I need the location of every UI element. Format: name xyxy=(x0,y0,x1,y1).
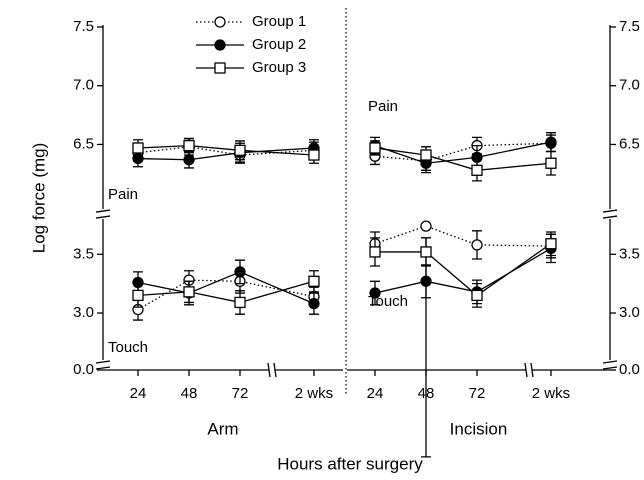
marker xyxy=(183,286,195,298)
y-tick-label: 3.5 xyxy=(73,245,94,262)
annotation: Touch xyxy=(108,339,148,356)
marker xyxy=(183,139,195,152)
x-tick-label: 2 wks xyxy=(532,385,570,402)
panel-title: Incision xyxy=(450,419,508,438)
x-tick-label: 2 wks xyxy=(295,385,333,402)
axis-break xyxy=(273,362,277,378)
axis-break xyxy=(602,215,618,219)
series-line xyxy=(137,280,315,304)
marker xyxy=(369,246,381,258)
marker xyxy=(183,154,195,166)
y-tick-label: 3.5 xyxy=(619,245,640,262)
marker xyxy=(234,266,246,278)
marker xyxy=(420,275,432,287)
series-line xyxy=(137,144,314,156)
marker xyxy=(132,142,144,154)
series-line xyxy=(374,142,551,162)
y-tick-label: 6.5 xyxy=(73,135,94,152)
x-tick-label: 72 xyxy=(232,385,249,402)
series-line xyxy=(137,279,315,311)
marker xyxy=(308,297,320,310)
series-line xyxy=(137,271,315,305)
marker xyxy=(308,275,320,287)
marker xyxy=(234,296,246,309)
axis-break xyxy=(267,362,271,378)
marker xyxy=(420,220,432,232)
marker xyxy=(234,144,246,156)
marker xyxy=(420,246,432,258)
legend-marker xyxy=(214,39,226,51)
axis-break xyxy=(602,209,618,213)
series-line xyxy=(137,147,314,161)
marker xyxy=(420,149,432,161)
annotation: Pain xyxy=(368,98,398,115)
x-tick-label: 48 xyxy=(181,385,198,402)
y-tick-label: 0.0 xyxy=(619,361,640,378)
axis-break xyxy=(95,215,111,219)
legend-label: Group 2 xyxy=(252,36,306,53)
marker xyxy=(308,149,320,161)
legend-label: Group 1 xyxy=(252,13,306,30)
marker xyxy=(545,157,557,169)
series-line xyxy=(374,147,552,171)
series-line xyxy=(375,243,552,297)
marker xyxy=(471,239,483,251)
y-tick-label: 6.5 xyxy=(619,135,640,152)
series-line xyxy=(374,225,551,247)
y-tick-label: 7.5 xyxy=(619,18,640,35)
panel-title: Arm xyxy=(207,419,238,438)
axis-break xyxy=(530,362,534,378)
series-line xyxy=(374,141,552,164)
x-tick-label: 24 xyxy=(130,385,147,402)
axis-break xyxy=(602,366,618,370)
y-axis-label: Log force (mg) xyxy=(29,143,48,254)
axis-break xyxy=(602,360,618,364)
x-tick-label: 24 xyxy=(367,385,384,402)
axis-break xyxy=(524,362,528,378)
marker xyxy=(545,136,557,148)
axis-break xyxy=(95,366,111,370)
axis-break xyxy=(95,209,111,213)
y-tick-label: 0.0 xyxy=(73,361,94,378)
marker xyxy=(132,289,144,302)
y-tick-label: 3.0 xyxy=(619,304,640,321)
axis-break xyxy=(95,360,111,364)
y-tick-label: 7.5 xyxy=(73,18,94,35)
marker xyxy=(545,238,557,250)
legend-label: Group 3 xyxy=(252,59,306,76)
annotation: Pain xyxy=(108,186,138,203)
y-tick-label: 3.0 xyxy=(73,304,94,321)
series-line xyxy=(374,247,552,294)
legend-marker xyxy=(214,16,226,28)
legend-marker xyxy=(214,62,226,74)
y-tick-label: 7.0 xyxy=(619,77,640,94)
marker xyxy=(471,289,483,302)
marker xyxy=(369,142,381,154)
x-axis-label: Hours after surgery xyxy=(277,454,423,473)
marker xyxy=(369,287,381,299)
x-tick-label: 72 xyxy=(469,385,486,402)
marker xyxy=(471,164,483,176)
y-tick-label: 7.0 xyxy=(73,77,94,94)
